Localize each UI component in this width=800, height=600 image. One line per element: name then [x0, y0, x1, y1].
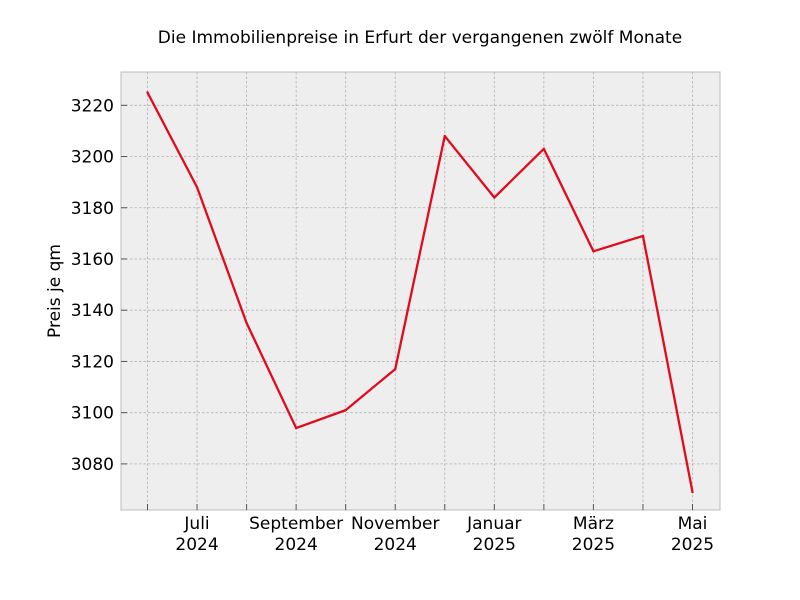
- x-axis: Juli2024September2024November2024Januar2…: [147, 504, 714, 555]
- plot-area: [120, 71, 721, 511]
- x-tick-label-year: 2025: [671, 535, 714, 555]
- x-tick-label-year: 2025: [572, 535, 615, 555]
- x-tick-label-year: 2024: [374, 535, 417, 555]
- data-point: [443, 134, 446, 138]
- data-point: [394, 367, 397, 371]
- data-point: [294, 426, 298, 430]
- y-axis-label: Preis je qm: [45, 244, 65, 338]
- data-point: [195, 186, 199, 189]
- y-tick-label: 3200: [71, 148, 114, 168]
- x-tick-label: März: [573, 514, 614, 534]
- y-tick-label: 3120: [71, 352, 114, 372]
- grid-lines: [121, 72, 720, 510]
- chart-title: Die Immobilienpreise in Erfurt der verga…: [158, 28, 682, 48]
- x-tick-label-year: 2025: [473, 535, 516, 555]
- data-point: [691, 490, 694, 494]
- data-point: [245, 321, 248, 325]
- x-tick-label-year: 2024: [175, 535, 218, 555]
- y-tick-label: 3180: [71, 199, 114, 219]
- data-point: [542, 147, 546, 151]
- x-tick-label: Juli: [183, 514, 209, 534]
- y-tick-label: 3140: [71, 301, 114, 321]
- x-tick-label: November: [351, 514, 439, 534]
- y-tick-label: 3220: [71, 96, 114, 116]
- x-tick-label: September: [249, 514, 343, 534]
- data-point: [344, 408, 347, 412]
- y-tick-label: 3100: [71, 404, 114, 424]
- series-line: [146, 91, 694, 493]
- x-tick-label-year: 2024: [275, 535, 318, 555]
- series-group: [146, 91, 694, 494]
- y-tick-label: 3160: [71, 250, 114, 270]
- data-point: [146, 91, 149, 94]
- data-point: [592, 250, 595, 253]
- x-tick-label: Mai: [678, 514, 708, 534]
- data-point: [641, 234, 645, 238]
- x-tick-label: Januar: [466, 514, 521, 534]
- data-point: [493, 196, 496, 199]
- y-tick-label: 3080: [71, 455, 114, 475]
- y-axis: 3080 3100 3120 3140 3160 3180 3200 3220: [71, 96, 127, 475]
